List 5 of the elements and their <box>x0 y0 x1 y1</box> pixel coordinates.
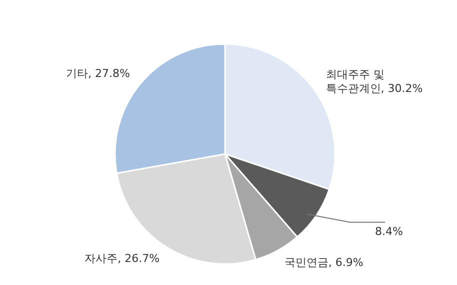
slice-label: 최대주주 및 특수관계인, 30.2% <box>326 68 424 96</box>
slice-label: 국민연금, 6.9% <box>284 256 364 270</box>
slice-label: 자사주, 26.7% <box>84 252 160 266</box>
data-label: 8.4% <box>375 225 403 240</box>
slice-label: 기타, 27.8% <box>66 67 130 82</box>
